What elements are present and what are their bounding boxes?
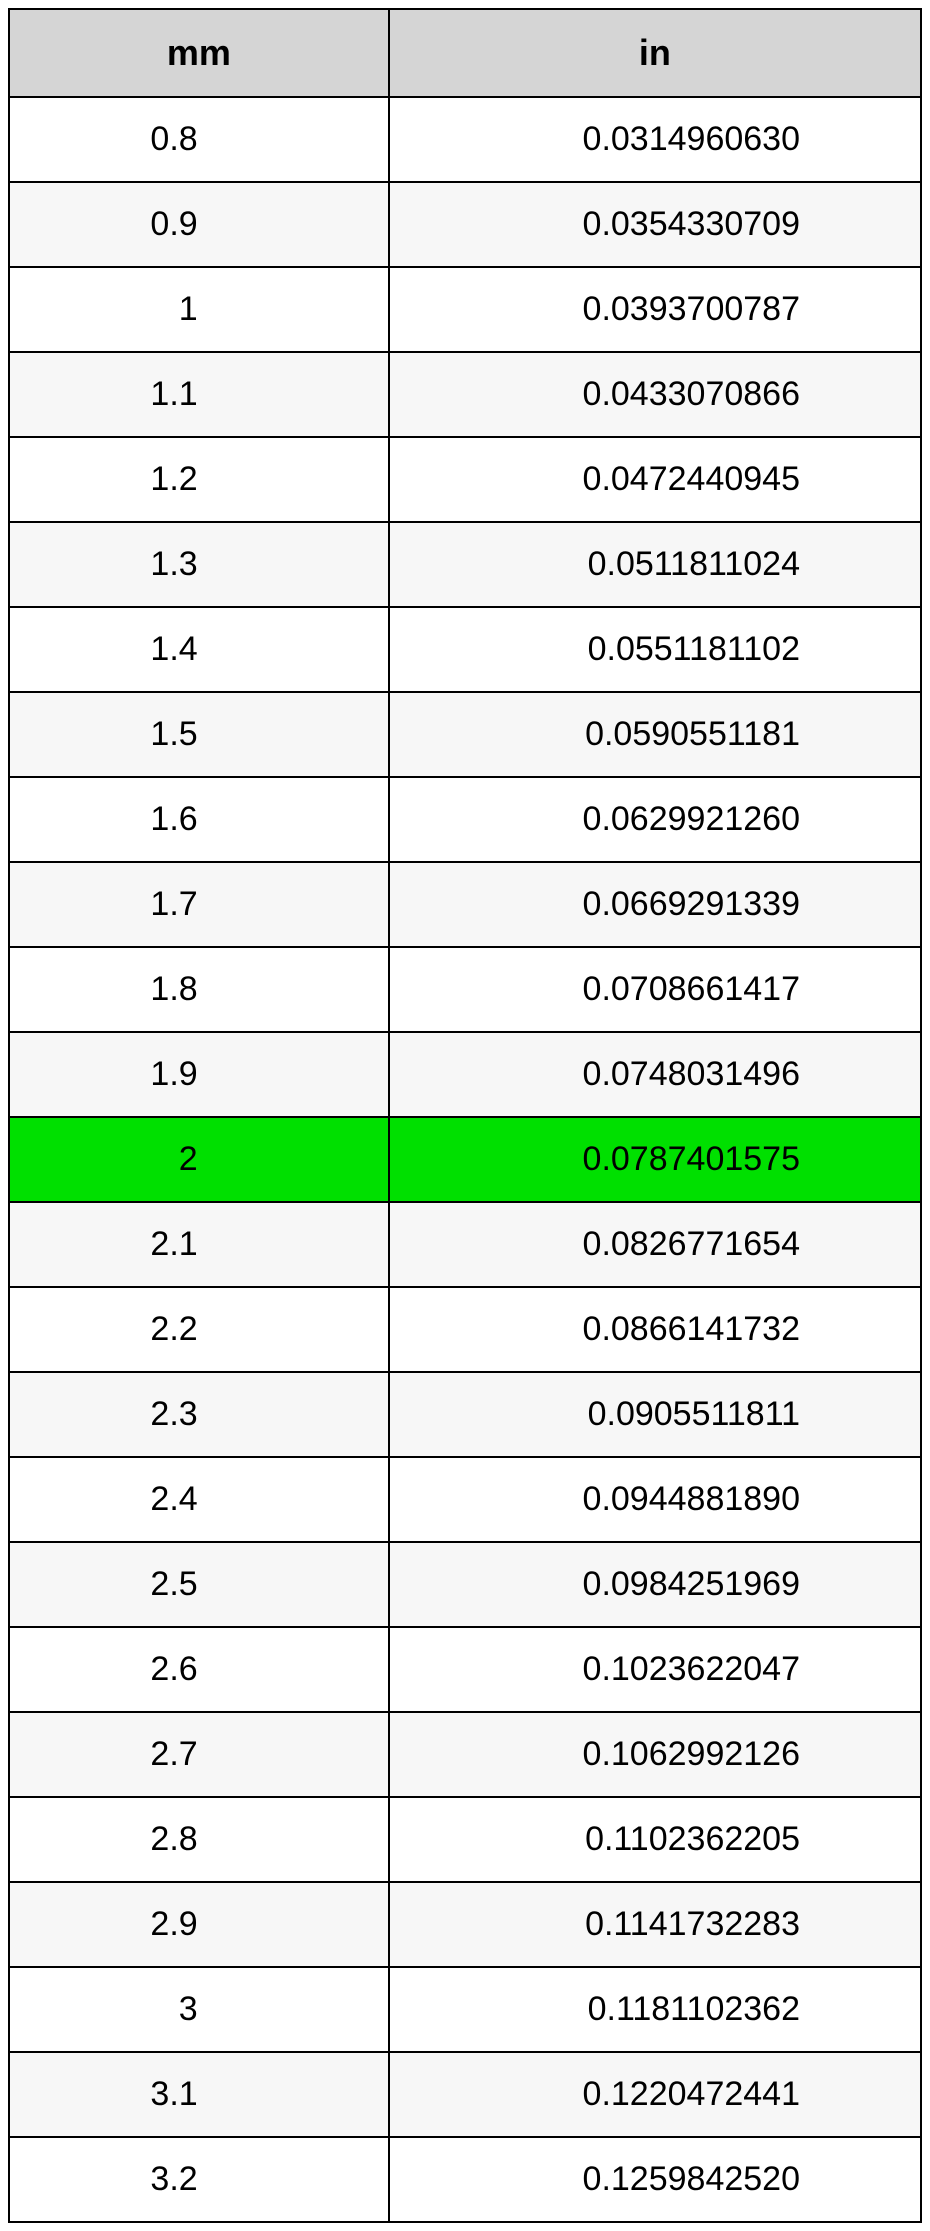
- table-row: 3.10.1220472441: [9, 2052, 921, 2137]
- cell-in: 0.0826771654: [389, 1202, 921, 1287]
- cell-mm: 1.5: [9, 692, 389, 777]
- table-row: 2.70.1062992126: [9, 1712, 921, 1797]
- cell-in: 0.0314960630: [389, 97, 921, 182]
- cell-in: 0.0866141732: [389, 1287, 921, 1372]
- table-row: 1.30.0511811024: [9, 522, 921, 607]
- cell-in: 0.0590551181: [389, 692, 921, 777]
- cell-in: 0.1023622047: [389, 1627, 921, 1712]
- cell-in: 0.0551181102: [389, 607, 921, 692]
- cell-in: 0.0708661417: [389, 947, 921, 1032]
- cell-mm: 1: [9, 267, 389, 352]
- table-row: 1.60.0629921260: [9, 777, 921, 862]
- cell-in: 0.1141732283: [389, 1882, 921, 1967]
- table-row: 0.90.0354330709: [9, 182, 921, 267]
- table-row: 10.0393700787: [9, 267, 921, 352]
- cell-in: 0.0393700787: [389, 267, 921, 352]
- cell-mm: 1.4: [9, 607, 389, 692]
- table-row: 3.20.1259842520: [9, 2137, 921, 2222]
- cell-in: 0.0433070866: [389, 352, 921, 437]
- table-row: 2.30.0905511811: [9, 1372, 921, 1457]
- table-row: 0.80.0314960630: [9, 97, 921, 182]
- cell-mm: 1.6: [9, 777, 389, 862]
- cell-mm: 0.9: [9, 182, 389, 267]
- table-header-row: mm in: [9, 9, 921, 97]
- table-row: 1.40.0551181102: [9, 607, 921, 692]
- cell-mm: 2.2: [9, 1287, 389, 1372]
- table-row: 1.80.0708661417: [9, 947, 921, 1032]
- cell-in: 0.1062992126: [389, 1712, 921, 1797]
- table-row: 2.80.1102362205: [9, 1797, 921, 1882]
- cell-mm: 1.2: [9, 437, 389, 522]
- cell-in: 0.0472440945: [389, 437, 921, 522]
- header-in: in: [389, 9, 921, 97]
- cell-mm: 2.9: [9, 1882, 389, 1967]
- cell-mm: 3.2: [9, 2137, 389, 2222]
- cell-mm: 2.7: [9, 1712, 389, 1797]
- table-row: 1.70.0669291339: [9, 862, 921, 947]
- table-row: 20.0787401575: [9, 1117, 921, 1202]
- table-row: 2.20.0866141732: [9, 1287, 921, 1372]
- cell-in: 0.0354330709: [389, 182, 921, 267]
- cell-mm: 3.1: [9, 2052, 389, 2137]
- conversion-table: mm in 0.80.03149606300.90.035433070910.0…: [8, 8, 922, 2223]
- table-row: 30.1181102362: [9, 1967, 921, 2052]
- cell-mm: 2.6: [9, 1627, 389, 1712]
- cell-mm: 1.3: [9, 522, 389, 607]
- table-row: 1.20.0472440945: [9, 437, 921, 522]
- cell-mm: 1.1: [9, 352, 389, 437]
- table-row: 2.40.0944881890: [9, 1457, 921, 1542]
- table-row: 2.50.0984251969: [9, 1542, 921, 1627]
- table-row: 1.50.0590551181: [9, 692, 921, 777]
- cell-in: 0.0669291339: [389, 862, 921, 947]
- cell-in: 0.0984251969: [389, 1542, 921, 1627]
- cell-in: 0.0944881890: [389, 1457, 921, 1542]
- cell-mm: 0.8: [9, 97, 389, 182]
- cell-mm: 2.5: [9, 1542, 389, 1627]
- table-row: 2.60.1023622047: [9, 1627, 921, 1712]
- cell-mm: 2.1: [9, 1202, 389, 1287]
- cell-in: 0.1259842520: [389, 2137, 921, 2222]
- cell-in: 0.0905511811: [389, 1372, 921, 1457]
- cell-mm: 1.7: [9, 862, 389, 947]
- table-row: 2.10.0826771654: [9, 1202, 921, 1287]
- table-body: 0.80.03149606300.90.035433070910.0393700…: [9, 97, 921, 2222]
- cell-mm: 2.4: [9, 1457, 389, 1542]
- cell-mm: 1.9: [9, 1032, 389, 1117]
- cell-mm: 3: [9, 1967, 389, 2052]
- cell-in: 0.0787401575: [389, 1117, 921, 1202]
- cell-in: 0.0629921260: [389, 777, 921, 862]
- cell-mm: 2.3: [9, 1372, 389, 1457]
- table-row: 1.90.0748031496: [9, 1032, 921, 1117]
- cell-mm: 2.8: [9, 1797, 389, 1882]
- table-row: 1.10.0433070866: [9, 352, 921, 437]
- header-mm: mm: [9, 9, 389, 97]
- table-row: 2.90.1141732283: [9, 1882, 921, 1967]
- cell-in: 0.0511811024: [389, 522, 921, 607]
- cell-mm: 2: [9, 1117, 389, 1202]
- cell-in: 0.1102362205: [389, 1797, 921, 1882]
- cell-in: 0.0748031496: [389, 1032, 921, 1117]
- cell-mm: 1.8: [9, 947, 389, 1032]
- cell-in: 0.1181102362: [389, 1967, 921, 2052]
- cell-in: 0.1220472441: [389, 2052, 921, 2137]
